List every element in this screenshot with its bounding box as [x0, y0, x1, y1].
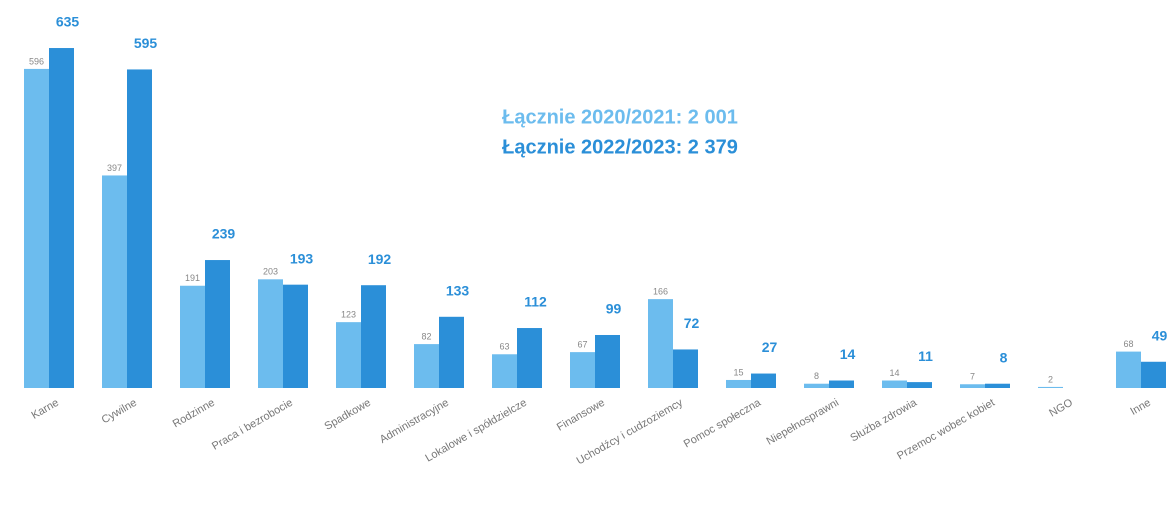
- value-label: 596: [29, 56, 44, 66]
- x-tick-label: Rodzinne: [171, 397, 217, 431]
- value-label: 67: [577, 340, 587, 350]
- bar: [751, 373, 776, 388]
- bar: [102, 175, 127, 388]
- value-label: 635: [56, 14, 80, 30]
- value-label: 192: [368, 251, 392, 267]
- value-label: 8: [814, 371, 819, 381]
- bar: [258, 279, 283, 388]
- bar: [829, 380, 854, 388]
- value-label: 112: [524, 294, 547, 310]
- value-label: 397: [107, 163, 122, 173]
- value-label: 14: [840, 346, 856, 362]
- bar: [726, 379, 751, 388]
- bar: [570, 352, 595, 388]
- value-label: 11: [918, 348, 933, 364]
- bar: [439, 316, 464, 388]
- bar: [492, 354, 517, 388]
- bar: [127, 69, 152, 388]
- x-tick-label: Praca i bezrobocie: [210, 397, 295, 453]
- value-label: 193: [290, 250, 314, 266]
- value-label: 8: [1000, 349, 1008, 365]
- bar: [804, 383, 829, 388]
- value-label: 49: [1152, 327, 1168, 343]
- bar: [960, 384, 985, 388]
- value-label: 99: [606, 301, 622, 317]
- bar: [595, 334, 620, 388]
- bar: [673, 349, 698, 388]
- value-label: 63: [499, 342, 509, 352]
- x-tick-label: Pomoc społeczna: [682, 396, 764, 450]
- bar: [414, 344, 439, 388]
- value-label: 133: [446, 282, 470, 298]
- x-tick-label: Inne: [1128, 397, 1153, 418]
- value-label: 166: [653, 287, 668, 297]
- bar: [648, 299, 673, 388]
- value-label: 72: [684, 315, 700, 331]
- value-label: 2: [1048, 374, 1053, 384]
- value-label: 14: [889, 368, 899, 378]
- bar: [882, 380, 907, 388]
- bar: [336, 322, 361, 388]
- value-label: 123: [341, 310, 356, 320]
- value-label: 15: [733, 367, 743, 377]
- x-tick-label: Finansowe: [555, 397, 607, 434]
- bar: [1038, 386, 1063, 388]
- bar: [985, 383, 1010, 388]
- bar: [24, 68, 49, 388]
- x-tick-label: Spadkowe: [322, 397, 372, 433]
- bar: [1141, 361, 1166, 388]
- x-tick-label: Służba zdrowia: [848, 396, 919, 444]
- value-label: 239: [212, 226, 236, 242]
- bar: [361, 285, 386, 388]
- bar: [907, 382, 932, 388]
- value-label: 82: [421, 331, 431, 341]
- bar: [1116, 351, 1141, 388]
- bar: [517, 328, 542, 388]
- bar: [283, 284, 308, 388]
- x-tick-label: Administracyjne: [378, 397, 451, 446]
- value-label: 68: [1123, 339, 1133, 349]
- annotation: Łącznie 2022/2023: 2 379: [502, 136, 738, 158]
- bar: [205, 260, 230, 388]
- bar: [49, 48, 74, 389]
- value-label: 595: [134, 35, 158, 51]
- value-label: 191: [185, 273, 200, 283]
- x-tick-label: Cywilne: [100, 397, 139, 427]
- value-label: 7: [970, 372, 975, 382]
- x-tick-label: NGO: [1047, 397, 1075, 420]
- annotation: Łącznie 2020/2021: 2 001: [502, 106, 738, 128]
- value-label: 27: [762, 339, 778, 355]
- bar: [180, 285, 205, 388]
- x-tick-label: Niepełnosprawni: [765, 397, 841, 448]
- value-label: 203: [263, 267, 278, 277]
- x-tick-label: Karne: [30, 397, 61, 422]
